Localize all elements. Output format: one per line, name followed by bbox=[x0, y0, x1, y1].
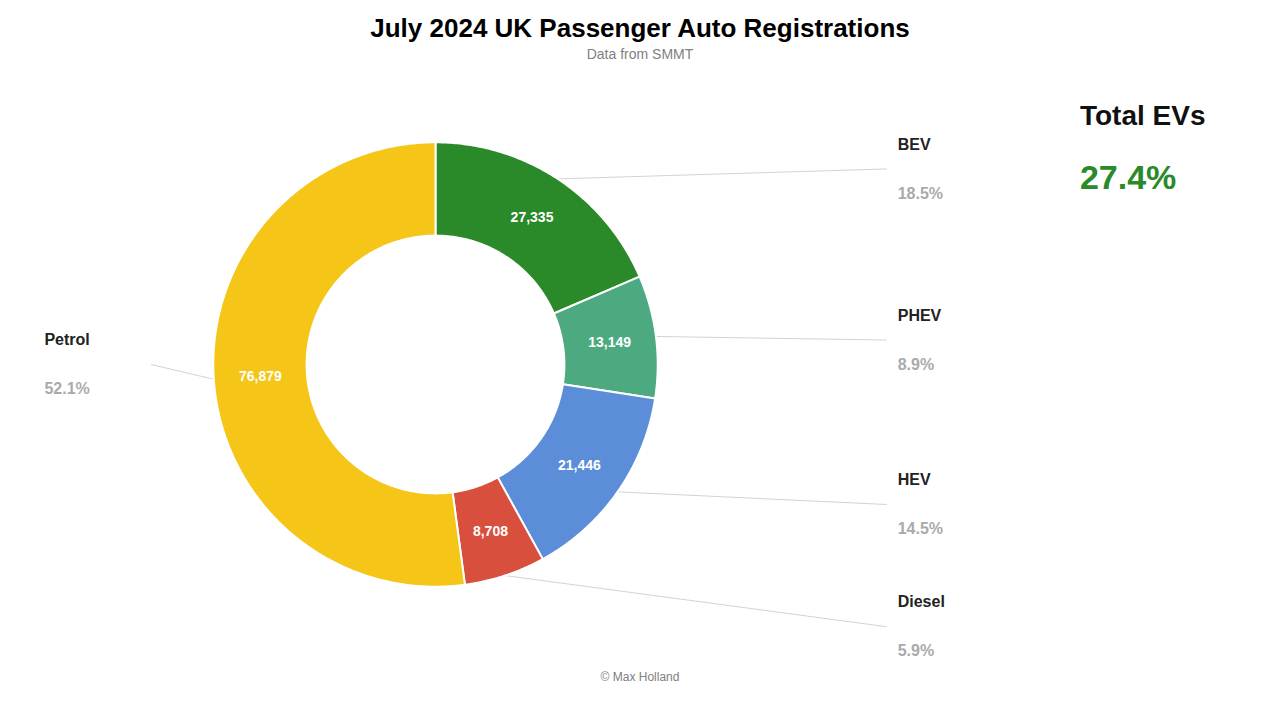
svg-text:Total EVsTotal EVs: Total EVsTotal EVs bbox=[1080, 100, 1206, 131]
svg-text:Petrol: Petrol bbox=[44, 331, 89, 348]
html-text:July 2024 UK Passenger Auto Re: July 2024 UK Passenger Auto Registration… bbox=[370, 13, 910, 43]
svg-text:HEV: HEV bbox=[898, 471, 931, 488]
svg-text:76,879Petrol 52.1: 76,879Petrol 52.1 bbox=[239, 368, 282, 384]
svg-text:21,446HEV 14.5: 21,446HEV 14.5 bbox=[558, 457, 601, 473]
html-text:Data from SMMT: Data from SMMT bbox=[586, 46, 694, 62]
svg-text:52.1%52.1: 52.1%52.1 bbox=[44, 380, 89, 397]
svg-text:27.4%27.4: 27.4%27.4 bbox=[1080, 158, 1176, 196]
svg-text:14.5%14.5: 14.5%14.5 bbox=[898, 520, 943, 537]
svg-text:5.9%5.9: 5.9%5.9 bbox=[898, 642, 934, 659]
svg-text:Diesel: Diesel bbox=[898, 593, 945, 610]
html-text:© Max Holland: © Max Holland bbox=[600, 670, 680, 684]
svg-text:PHEV: PHEV bbox=[898, 307, 942, 324]
svg-text:BEV: BEV bbox=[898, 136, 931, 153]
svg-text:13,149PHEV 8.9: 13,149PHEV 8.9 bbox=[588, 334, 631, 350]
svg-text:8,708Diesel 5.9: 8,708Diesel 5.9 bbox=[473, 523, 508, 539]
svg-text:8.9%8.9: 8.9%8.9 bbox=[898, 356, 934, 373]
svg-text:27,335BEV 18.5: 27,335BEV 18.5 bbox=[511, 209, 554, 225]
svg-text:18.5%18.5: 18.5%18.5 bbox=[898, 185, 943, 202]
